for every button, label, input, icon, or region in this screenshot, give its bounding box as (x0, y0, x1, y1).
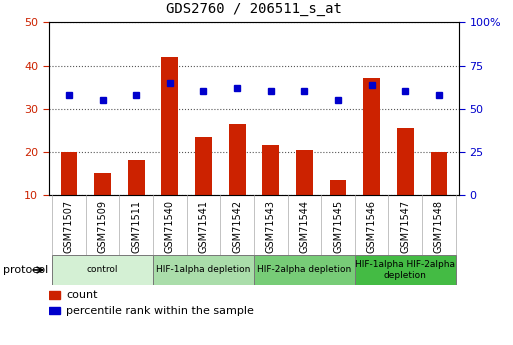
Bar (128, 160, 145, 195)
Text: GSM71540: GSM71540 (165, 200, 175, 253)
Bar (397, 128, 413, 195)
Text: percentile rank within the sample: percentile rank within the sample (66, 306, 254, 316)
Text: count: count (66, 290, 97, 300)
Bar (52, 255, 153, 285)
Text: GSM71548: GSM71548 (434, 200, 444, 253)
Text: GSM71509: GSM71509 (97, 200, 108, 253)
Text: HIF-2alpha depletion: HIF-2alpha depletion (257, 265, 351, 275)
Bar (195, 137, 212, 195)
Bar (49, 291, 60, 299)
Bar (355, 255, 456, 285)
Bar (254, 255, 355, 285)
Text: control: control (87, 265, 119, 275)
Text: HIF-1alpha depletion: HIF-1alpha depletion (156, 265, 251, 275)
Bar (296, 150, 313, 195)
Bar (229, 124, 246, 195)
Bar (153, 255, 254, 285)
Text: HIF-1alpha HIF-2alpha
depletion: HIF-1alpha HIF-2alpha depletion (356, 260, 456, 280)
Bar (330, 180, 346, 195)
Text: GSM71511: GSM71511 (131, 200, 141, 253)
Text: GSM71544: GSM71544 (300, 200, 309, 253)
Text: GSM71543: GSM71543 (266, 200, 276, 253)
Bar (94, 173, 111, 195)
Text: protocol: protocol (3, 265, 48, 275)
Text: GSM71547: GSM71547 (400, 200, 410, 253)
Text: GSM71546: GSM71546 (367, 200, 377, 253)
Text: GDS2760 / 206511_s_at: GDS2760 / 206511_s_at (166, 1, 342, 16)
Bar (430, 152, 447, 195)
Text: GSM71541: GSM71541 (199, 200, 208, 253)
Text: GSM71542: GSM71542 (232, 200, 242, 253)
Bar (162, 57, 178, 195)
Bar (49, 306, 60, 314)
Text: GSM71545: GSM71545 (333, 200, 343, 253)
Text: GSM71507: GSM71507 (64, 200, 74, 253)
Bar (363, 78, 380, 195)
Bar (262, 145, 279, 195)
Bar (61, 152, 77, 195)
